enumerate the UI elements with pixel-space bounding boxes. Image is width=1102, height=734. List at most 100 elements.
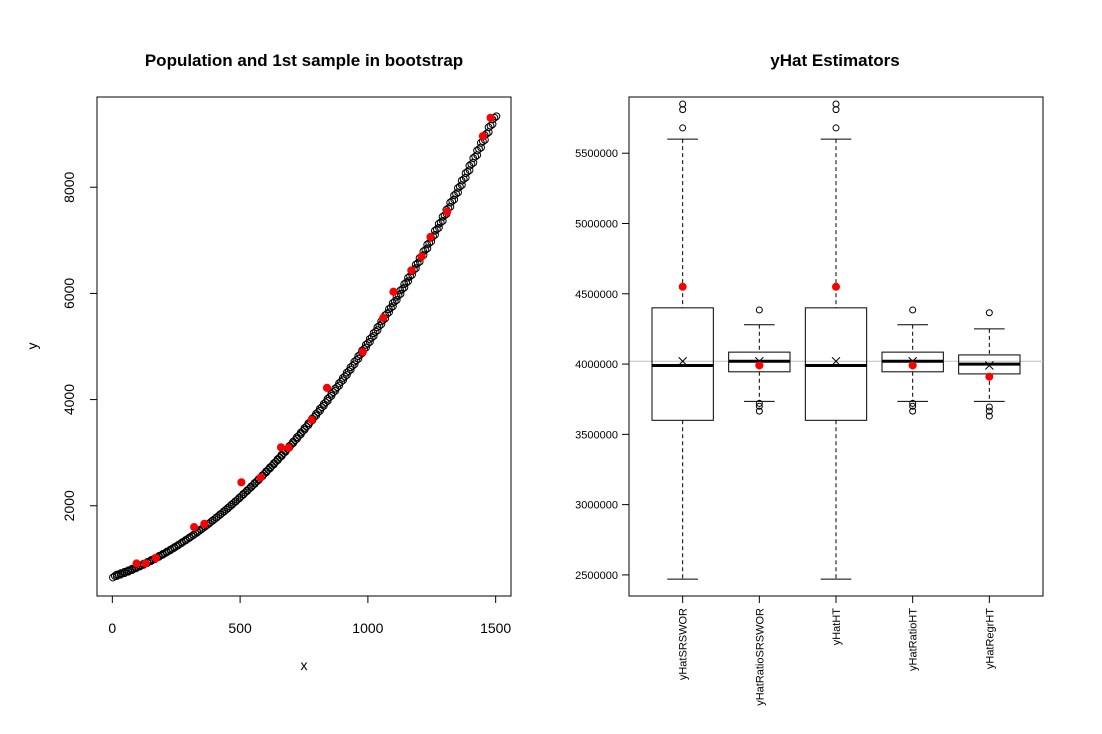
sample-estimate-point	[755, 361, 764, 370]
population-point	[329, 388, 338, 397]
population-point	[340, 372, 349, 381]
boxplot-y-axis: 2500000 3000000 3500000 4000000 4500000 50000…	[575, 148, 630, 582]
population-point	[434, 223, 443, 232]
y-tick-label: 5000000	[575, 219, 618, 231]
sample-point	[151, 553, 160, 563]
x-tick-label: yHatRegrHT	[984, 608, 996, 669]
population-point	[354, 354, 363, 363]
sample-point	[284, 443, 293, 452]
population-point	[398, 285, 407, 293]
x-tick-label: yHatSRSWOR	[678, 608, 690, 680]
population-point	[369, 332, 378, 340]
population-point	[183, 534, 192, 543]
outlier-point	[832, 124, 840, 132]
population-point	[413, 259, 422, 268]
outlier-point	[985, 407, 993, 415]
sample-point	[276, 443, 286, 452]
sample-estimate-point	[908, 361, 917, 370]
sample-point	[358, 347, 367, 357]
population-point	[448, 197, 457, 205]
y-tick-label: 2500000	[575, 570, 618, 582]
population-point	[375, 321, 384, 330]
sample-point	[379, 313, 388, 322]
x-tick-label: 1500	[480, 620, 511, 636]
population-point	[325, 393, 334, 402]
x-tick-label: 500	[228, 620, 252, 636]
outlier-point	[755, 399, 763, 407]
population-point	[176, 540, 184, 548]
population-point	[421, 245, 430, 254]
population-point	[436, 218, 445, 227]
population-point	[386, 303, 395, 312]
sample-point	[389, 287, 398, 296]
scatter-y-axis: 2000 4000 6000 8000	[61, 171, 98, 521]
sample-point	[132, 559, 141, 568]
y-tick-label: 2000	[61, 490, 77, 521]
boxplot-x-axis: yHatSRSWOR yHatRatioSRSWOR yHatHT yHatRatio…	[678, 595, 996, 706]
y-tick-label: 3000000	[575, 500, 618, 512]
population-point	[423, 244, 432, 253]
sample-point	[237, 478, 246, 487]
population-point	[400, 283, 409, 292]
sample-point	[486, 113, 495, 122]
outlier-point	[679, 106, 687, 114]
outlier-point	[679, 124, 687, 132]
population-point	[452, 189, 460, 198]
outlier-point	[832, 100, 840, 108]
population-point	[179, 537, 188, 546]
population-point	[352, 356, 361, 365]
population-point	[373, 326, 382, 335]
mean-marker	[984, 361, 994, 370]
y-tick-label: 6000	[61, 278, 77, 309]
population-point	[402, 278, 411, 287]
population-point	[333, 383, 342, 391]
sample-point	[478, 132, 487, 141]
population-point	[438, 216, 447, 225]
sample-series	[132, 113, 495, 568]
population-point	[348, 361, 357, 370]
scatter-y-axis-label: y	[24, 343, 40, 350]
sample-point	[322, 383, 332, 393]
y-tick-label: 4000	[61, 384, 77, 415]
scatter-panel: Population and 1st sample in bootstrap 0…	[24, 51, 512, 673]
population-point	[335, 381, 344, 390]
outlier-point	[985, 403, 993, 411]
population-series	[108, 112, 501, 582]
population-point	[337, 377, 345, 386]
sample-point	[256, 473, 265, 482]
sample-estimate-point	[832, 282, 840, 291]
sample-point	[407, 266, 416, 275]
x-tick-label: yHatRatioHT	[908, 608, 920, 671]
population-point	[454, 188, 462, 197]
sample-point	[200, 519, 209, 529]
boxplot-title: yHat Estimators	[770, 51, 899, 70]
sample-estimate-point	[985, 372, 994, 381]
population-point	[363, 339, 372, 348]
sample-point	[307, 415, 316, 424]
outlier-point	[832, 106, 840, 114]
sample-point	[141, 559, 150, 568]
population-point	[346, 365, 355, 374]
scatter-title: Population and 1st sample in bootstrap	[145, 51, 463, 70]
population-point	[432, 225, 441, 234]
population-point	[344, 367, 353, 376]
outlier-point	[909, 407, 917, 415]
sample-point	[417, 252, 426, 261]
y-tick-label: 4500000	[575, 289, 618, 301]
outlier-point	[909, 402, 917, 410]
x-tick-label: 1000	[352, 620, 383, 636]
outlier-point	[909, 399, 917, 407]
population-point	[385, 308, 393, 317]
outlier-point	[755, 407, 763, 415]
scatter-plot-frame	[96, 96, 512, 597]
y-tick-label: 8000	[61, 171, 77, 202]
x-tick-label: 0	[108, 620, 116, 636]
x-tick-label: yHatHT	[831, 608, 843, 646]
sample-point	[426, 232, 435, 242]
scatter-x-axis-label: x	[301, 657, 308, 673]
boxplot-marks	[651, 100, 1021, 580]
population-point	[339, 376, 347, 385]
population-point	[350, 360, 359, 369]
sample-point	[443, 207, 452, 216]
